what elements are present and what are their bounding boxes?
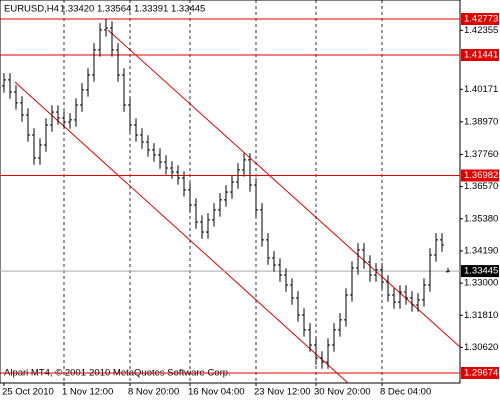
y-tick-label: 1.42355: [464, 25, 498, 36]
channel-upper: [107, 29, 461, 348]
y-tick-label: 1.31810: [464, 310, 498, 321]
price-label: 1.41441: [464, 50, 498, 61]
price-label-box: [461, 367, 499, 380]
ohlc-high: 1.33564: [97, 4, 131, 15]
price-label-box: [461, 48, 499, 61]
y-tick-label: 1.30620: [464, 342, 498, 353]
y-tick-label: 1.34190: [464, 245, 498, 256]
y-tick-label: 1.37760: [464, 149, 498, 160]
bid-label: 1.33445: [464, 266, 498, 277]
price-label: 1.36982: [464, 170, 498, 181]
price-label-box: [461, 169, 499, 182]
y-tick-label: 1.38970: [464, 116, 498, 127]
y-tick-label: 1.40171: [464, 84, 498, 95]
x-tick-label: 25 Oct 2010: [2, 387, 54, 398]
symbol-title: EURUSD,H4: [4, 4, 59, 15]
price-label: 1.29674: [464, 368, 498, 379]
ohlc-close: 1.33445: [171, 4, 205, 15]
y-tick-label: 1.35380: [464, 213, 498, 224]
x-tick-label: 8 Dec 04:00: [380, 387, 431, 398]
price-label: 1.42773: [464, 14, 498, 25]
ohlc-open: 1.33420: [60, 4, 94, 15]
bid-label-box: [461, 265, 499, 278]
price-label-box: [461, 12, 499, 25]
ohlc-low: 1.33391: [134, 4, 168, 15]
plot-frame: [0, 0, 461, 384]
channel-lower: [14, 81, 349, 384]
y-tick-label: 1.36570: [464, 181, 498, 192]
x-tick-label: 30 Nov 20:00: [314, 387, 371, 398]
x-tick-label: 23 Nov 12:00: [254, 387, 311, 398]
y-tick-label: 1.33000: [464, 278, 498, 289]
x-tick-label: 8 Nov 20:00: [128, 387, 179, 398]
x-tick-label: 16 Nov 04:00: [188, 387, 245, 398]
x-tick-label: 1 Nov 12:00: [62, 387, 113, 398]
